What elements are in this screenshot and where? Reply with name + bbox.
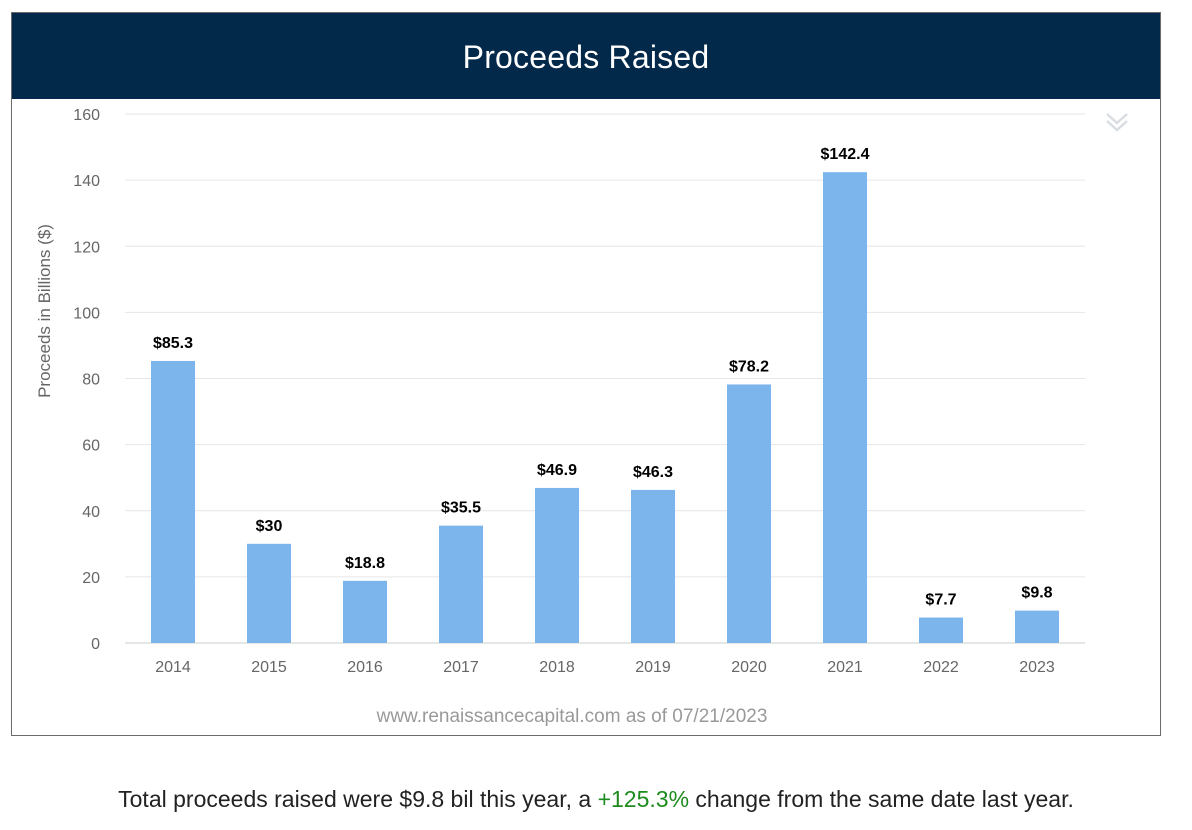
x-tick-label: 2018: [539, 659, 575, 676]
y-axis-ticks: 0 20 40 60 80 100 120 140 160: [73, 107, 100, 653]
data-label: $85.3: [153, 335, 193, 352]
x-tick-label: 2019: [635, 659, 671, 676]
bar-2023[interactable]: [1015, 610, 1059, 643]
bar-2017[interactable]: [439, 525, 483, 643]
chart-title: Proceeds Raised: [462, 38, 710, 75]
y-tick-label: 60: [82, 438, 100, 455]
x-tick-label: 2021: [827, 659, 863, 676]
data-label: $7.7: [925, 592, 956, 609]
y-tick-label: 120: [73, 239, 100, 256]
data-label: $35.5: [441, 500, 481, 517]
x-tick-label: 2014: [155, 659, 191, 676]
data-labels: $85.3 $30 $18.8 $35.5 $46.9 $46.3 $78.2 $142.4 $…: [153, 146, 1053, 608]
x-tick-label: 2023: [1019, 659, 1055, 676]
data-label: $78.2: [729, 358, 769, 375]
y-tick-label: 40: [82, 504, 100, 521]
grid-lines: [125, 113, 1085, 644]
y-tick-label: 160: [73, 107, 100, 124]
x-tick-label: 2015: [251, 659, 287, 676]
bar-chart: $85.3 $30 $18.8 $35.5 $46.9 $46.3 $78.2 $142.4 $…: [35, 107, 1085, 727]
chart-card: Proceeds Raised $85.3 $30 $18.8 $35.5 $46.9 $…: [11, 12, 1161, 736]
x-tick-label: 2016: [347, 659, 383, 676]
chart-header: Proceeds Raised: [12, 13, 1160, 99]
data-label: $46.9: [537, 462, 577, 479]
y-tick-label: 140: [73, 173, 100, 190]
x-tick-label: 2020: [731, 659, 767, 676]
bar-2022[interactable]: [919, 617, 963, 643]
data-label: $46.3: [633, 464, 673, 481]
y-tick-label: 20: [82, 570, 100, 587]
bar-2020[interactable]: [727, 384, 771, 643]
double-chevron-down-icon[interactable]: [1104, 109, 1130, 135]
y-axis-title: Proceeds in Billions ($): [35, 224, 54, 398]
x-tick-label: 2022: [923, 659, 959, 676]
summary-prefix: Total proceeds raised were $9.8 bil this…: [118, 786, 598, 812]
bar-2021[interactable]: [823, 172, 867, 643]
bar-2015[interactable]: [247, 543, 291, 643]
data-label: $9.8: [1021, 585, 1052, 602]
bar-2016[interactable]: [343, 580, 387, 643]
data-label: $18.8: [345, 555, 385, 572]
summary-change-percent: +125.3%: [597, 786, 690, 812]
x-tick-label: 2017: [443, 659, 479, 676]
summary-suffix: change from the same date last year.: [689, 786, 1074, 812]
y-tick-label: 0: [91, 636, 100, 653]
bars: [151, 172, 1059, 643]
summary-text: Total proceeds raised were $9.8 bil this…: [0, 786, 1192, 813]
bar-2014[interactable]: [151, 360, 195, 643]
chart-credit: www.renaissancecapital.com as of 07/21/2…: [376, 706, 768, 727]
bar-2019[interactable]: [631, 489, 675, 643]
x-axis-ticks: 2014 2015 2016 2017 2018 2019 2020 2021 2022 2023: [155, 659, 1055, 676]
data-label: $142.4: [821, 146, 870, 163]
y-tick-label: 100: [73, 305, 100, 322]
data-label: $30: [256, 518, 283, 535]
bar-2018[interactable]: [535, 487, 579, 643]
y-tick-label: 80: [82, 372, 100, 389]
